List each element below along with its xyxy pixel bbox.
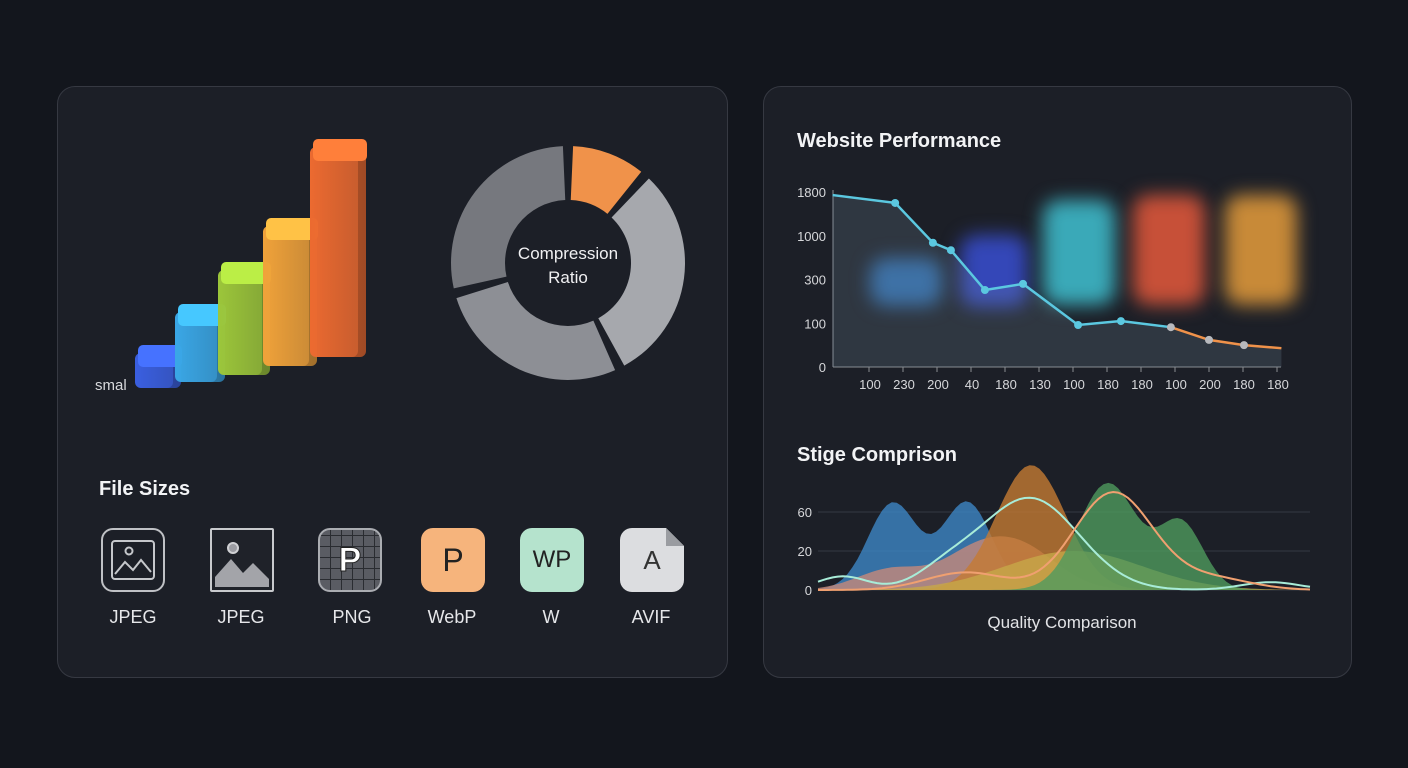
bar-cap [266,218,318,240]
donut-slice [451,146,566,289]
format-label: AVIF [631,607,671,627]
data-point [1166,323,1175,332]
data-point [980,286,989,294]
decor-glow [960,235,1028,307]
x-tick-label: 40 [965,377,979,392]
x-tick-label: 180 [1131,377,1153,392]
data-point [1116,317,1125,326]
decor-glow [1133,195,1205,305]
x-tick-label: 180 [995,377,1017,392]
bar-3 [218,270,270,375]
file-sizes-title: File Sizes [99,478,191,500]
bar-cap [178,304,226,326]
x-tick-label: 100 [859,377,881,392]
png-grid-icon[interactable]: P [318,528,382,592]
x-tick-label: 130 [1029,377,1051,392]
website-performance-title: Website Performance [797,130,1002,152]
y-tick-label: 0 [805,583,812,598]
line-cyan [817,496,1311,591]
x-tick-label: 100 [1165,377,1187,392]
bar-cap [138,345,182,367]
webp-icon[interactable]: P [421,528,485,592]
bar-4 [263,226,317,366]
donut-label-line2: Ratio [548,268,588,287]
decor-glow [870,258,942,306]
area-orange [818,465,1310,590]
format-label: WebP [427,607,477,627]
format-label: JPEG [109,607,157,627]
decor-glow [1043,200,1115,305]
line-orange-line [818,490,1311,591]
x-tick-label: 230 [893,377,915,392]
image-outline-icon[interactable] [101,528,165,592]
format-label: W [542,607,560,627]
website-performance-line-chart: 0 100 300 1000 1800 100 230 200 40 180 130 100 180 18… [797,185,1289,392]
donut-slice [570,146,642,214]
stage-comparison-area-chart: 0 20 60 [798,465,1311,598]
image-filled-icon[interactable] [210,528,274,592]
y-tick-label: 1800 [797,185,826,200]
data-point [946,246,955,255]
data-point [1019,279,1027,288]
line-area-fill [832,195,1282,367]
x-tick-label: 100 [1063,377,1085,392]
y-tick-label: 0 [819,360,826,375]
format-label: PNG [332,607,372,627]
stage-comparison-title: Stige Comprison [797,444,958,466]
y-tick-label: 100 [804,316,826,331]
donut-slice [598,178,685,366]
bar-5 [310,147,366,357]
y-tick-label: 20 [798,544,812,559]
data-point [891,198,900,207]
x-tick-label: 180 [1267,377,1289,392]
x-tick-label: 200 [1199,377,1221,392]
data-point [928,238,937,247]
y-tick-label: 60 [798,505,812,520]
y-tick-label: 300 [804,273,826,288]
decor-glow [1225,195,1297,305]
performance-line-tail [1170,326,1282,350]
format-label: JPEG [217,607,265,627]
bar-cap [313,139,367,161]
x-tick-label: 200 [927,377,949,392]
data-point [1074,321,1083,329]
data-point [1204,335,1213,344]
quality-comparison-label: Quality Comparison [987,613,1137,632]
compression-donut-chart: Compression Ratio [451,146,685,380]
y-tick-label: 1000 [797,229,826,244]
donut-slice [456,281,616,380]
avif-file-icon[interactable]: A [620,528,684,592]
size-label: smal [95,377,127,394]
x-tick-label: 180 [1097,377,1119,392]
donut-label-line1: Compression [518,244,618,263]
wp-icon[interactable]: WP [520,528,584,592]
data-point [1240,341,1248,350]
x-tick-label: 180 [1233,377,1255,392]
bar-cap [221,262,271,284]
